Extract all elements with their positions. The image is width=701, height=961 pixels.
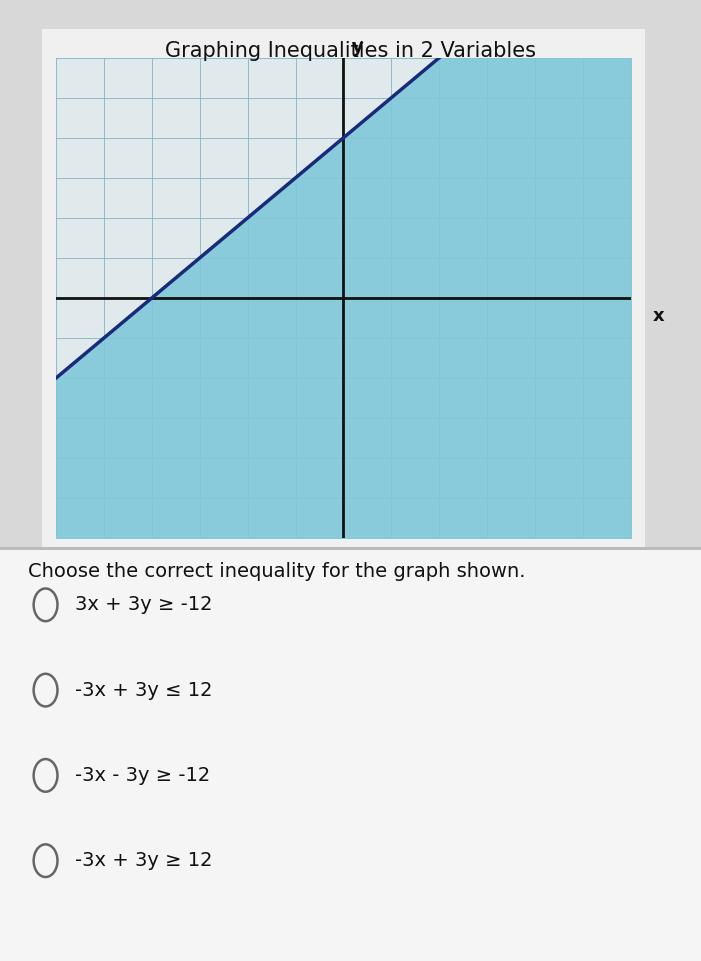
Text: y: y	[352, 37, 364, 56]
Text: Graphing Inequalities in 2 Variables: Graphing Inequalities in 2 Variables	[165, 41, 536, 62]
Text: -3x + 3y ≤ 12: -3x + 3y ≤ 12	[75, 680, 212, 700]
Text: x: x	[653, 307, 664, 325]
Text: -3x - 3y ≥ -12: -3x - 3y ≥ -12	[75, 766, 210, 785]
Text: Choose the correct inequality for the graph shown.: Choose the correct inequality for the gr…	[28, 562, 526, 581]
Text: 3x + 3y ≥ -12: 3x + 3y ≥ -12	[75, 595, 212, 614]
Text: -3x + 3y ≥ 12: -3x + 3y ≥ 12	[75, 851, 212, 871]
